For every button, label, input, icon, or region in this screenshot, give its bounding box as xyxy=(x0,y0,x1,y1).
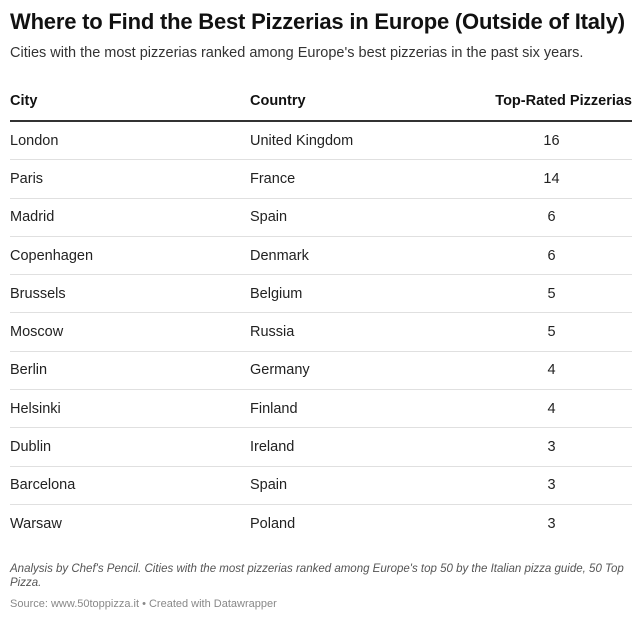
table-row: Dublin Ireland 3 xyxy=(10,427,632,467)
cell-city: Brussels xyxy=(10,274,250,314)
table-body: London United Kingdom 16 Paris France 14 Madri… xyxy=(10,121,632,542)
table-row: Copenhagen Denmark 6 xyxy=(10,236,632,276)
cell-country: Denmark xyxy=(250,236,471,276)
cell-top-rated-pizzerias: 3 xyxy=(547,515,556,532)
table-header-row: City Country Top-Rated Pizzerias xyxy=(10,82,632,122)
cell-country: Spain xyxy=(250,466,471,505)
table-row: Warsaw Poland 3 xyxy=(10,504,632,542)
cell-country: Spain xyxy=(250,198,471,237)
cell-top-rated-pizzerias: 4 xyxy=(471,389,632,429)
cell-top-rated-pizzerias: 3 xyxy=(471,466,632,505)
cell-city: Copenhagen xyxy=(10,236,250,276)
table-row: Helsinki Finland 4 xyxy=(10,389,632,429)
table-row: Berlin Germany 4 xyxy=(10,351,632,391)
cell-top-rated-pizzerias: 14 xyxy=(471,159,632,199)
cell-top-rated-pizzerias: 16 xyxy=(471,121,632,161)
cell-country: France xyxy=(250,159,471,199)
cell-city: Madrid xyxy=(10,198,250,237)
cell-country: Russia xyxy=(250,312,471,352)
cell-top-rated-pizzerias: 4 xyxy=(471,351,632,391)
table-row: Paris France 14 xyxy=(10,159,632,199)
table-row: Barcelona Spain 3 xyxy=(10,466,632,505)
cell-city: Warsaw xyxy=(10,515,62,532)
cell-top-rated-pizzerias: 6 xyxy=(471,198,632,237)
cell-city: Helsinki xyxy=(10,389,250,429)
cell-city: Paris xyxy=(10,159,250,199)
cell-country: Finland xyxy=(250,389,471,429)
cell-top-rated-pizzerias: 3 xyxy=(471,427,632,467)
header-country: Country xyxy=(250,82,471,122)
cell-top-rated-pizzerias: 5 xyxy=(471,274,632,314)
cell-city: Moscow xyxy=(10,312,250,352)
cell-country: Germany xyxy=(250,351,471,391)
cell-country: Belgium xyxy=(250,274,471,314)
chart-notes: Analysis by Chef's Pencil. Cities with t… xyxy=(10,563,624,589)
table-row: Brussels Belgium 5 xyxy=(10,274,632,314)
cell-city: Berlin xyxy=(10,351,250,391)
cell-city: Barcelona xyxy=(10,466,250,505)
cell-city: Dublin xyxy=(10,427,250,467)
table-row: Moscow Russia 5 xyxy=(10,312,632,352)
chart-title: Where to Find the Best Pizzerias in Euro… xyxy=(10,9,625,34)
table-row: London United Kingdom 16 xyxy=(10,121,632,161)
header-top-rated-pizzerias: Top-Rated Pizzerias xyxy=(471,82,632,122)
header-city: City xyxy=(10,82,250,122)
table-row: Madrid Spain 6 xyxy=(10,198,632,237)
cell-country: Ireland xyxy=(250,427,471,467)
chart-source: Source: www.50toppizza.it • Created with… xyxy=(10,598,277,610)
cell-top-rated-pizzerias: 6 xyxy=(471,236,632,276)
pizzeria-table: City Country Top-Rated Pizzerias London U… xyxy=(10,82,632,542)
chart-subtitle: Cities with the most pizzerias ranked am… xyxy=(10,45,584,61)
cell-top-rated-pizzerias: 5 xyxy=(471,312,632,352)
cell-country: Poland xyxy=(250,515,296,532)
cell-city: London xyxy=(10,121,250,161)
cell-country: United Kingdom xyxy=(250,121,471,161)
